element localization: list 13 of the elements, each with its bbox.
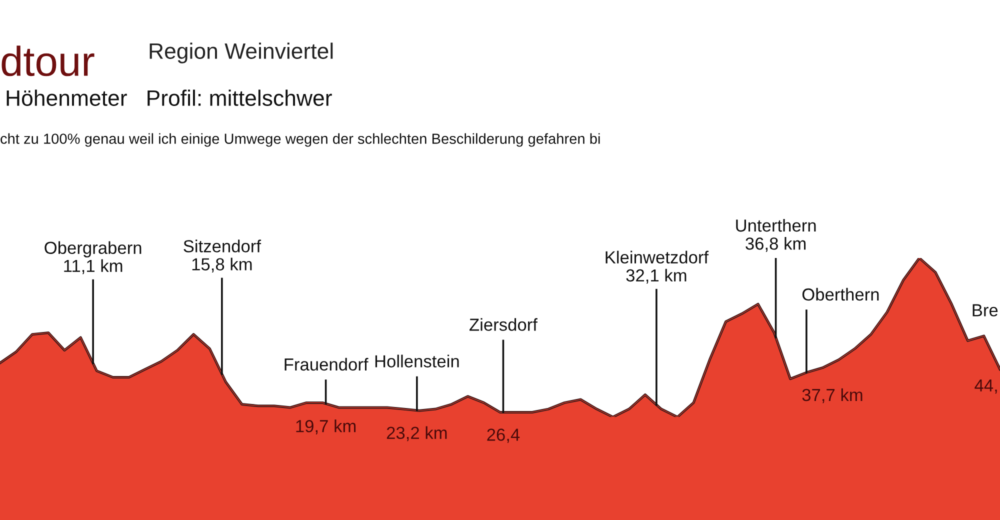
text: Oberthern 37,7 km — [802, 288, 879, 404]
text: Hollenstein 23,2 km — [375, 354, 459, 442]
text: Unterthern 36,8 km — [736, 218, 816, 252]
text: Frauendorf 19,7 km — [284, 358, 368, 434]
chart-subtitle: Region Weinviertel — [150, 42, 333, 64]
text: Bre 44, — [972, 304, 998, 394]
chart-title: dtour — [2, 46, 94, 76]
text: Ziersdorf 26,4 — [470, 318, 538, 443]
text: cht zu 100% genau weil ich einige Umwege wegen der schlechten Beschilderung gefahren bi — [0, 133, 600, 147]
annotation: Sitzendorf 15,8 km — [184, 240, 262, 273]
annotation: Obergrabern 11,1 km — [44, 241, 142, 274]
text: Höhenmeter Profil: mittelschwer — [6, 90, 332, 106]
annotation: Kleinwetzdorf 32,1 km — [606, 250, 709, 284]
